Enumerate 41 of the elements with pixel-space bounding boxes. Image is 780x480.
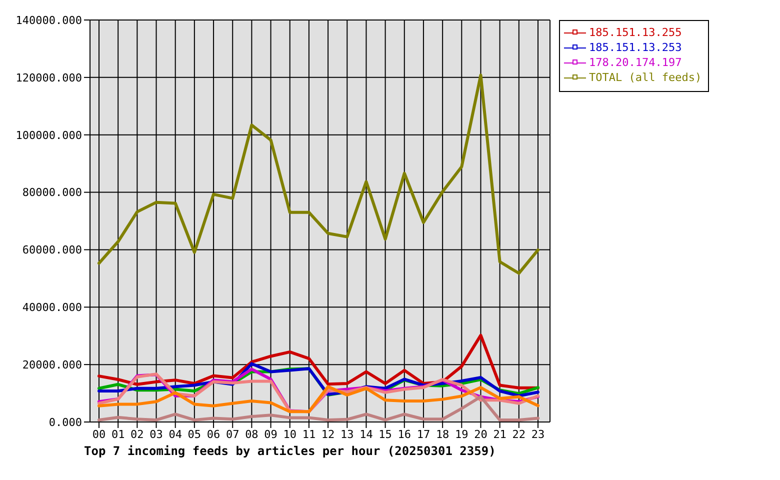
y-tick-label: 140000.000 [16,14,82,27]
y-tick-label: 120000.000 [16,71,82,84]
x-tick-label: 00 [92,428,106,441]
y-tick-label: 80000.000 [22,186,82,200]
x-tick-label: 03 [150,428,163,441]
x-tick-label: 12 [321,428,335,441]
x-tick-label: 13 [340,428,354,441]
x-tick-label: 01 [111,428,125,441]
y-tick-label: 100000.000 [16,128,82,142]
x-tick-label: 18 [436,428,450,441]
x-tick-label: 07 [226,428,240,441]
x-tick-label: 22 [512,428,526,441]
x-tick-label: 11 [302,428,316,441]
x-tick-label: 04 [168,428,182,441]
line-series [98,334,540,390]
y-tick-label: 0.000 [48,416,82,429]
x-tick-label: 20 [474,428,488,441]
y-tick-label: 20000.000 [22,358,82,372]
line-series [98,385,540,414]
legend-label: 178.20.174.197 [588,55,683,70]
x-tick-label: 16 [398,428,412,441]
x-tick-label: 02 [130,428,144,441]
x-tick-label: 19 [455,428,468,441]
x-tick-label: 23 [531,428,545,441]
x-tick-label: 21 [493,428,506,441]
x-tick-label: 05 [188,428,202,441]
line-series [98,395,540,422]
line-series [98,74,540,275]
text: Top 7 incoming feeds by articles per hour (20250301 2359) [84,444,496,458]
x-tick-label: 10 [283,428,296,441]
x-tick-label: 14 [360,428,374,441]
x-tick-label: 08 [245,428,258,441]
y-tick-label: 60000.000 [22,244,82,257]
legend-label: TOTAL (all feeds) [588,70,702,85]
x-tick-label: 09 [264,428,278,441]
y-tick-label: 40000.000 [22,301,82,314]
x-tick-label: 15 [378,428,392,441]
legend-label: 185.151.13.253 [588,40,683,55]
x-tick-label: 17 [416,428,430,441]
x-tick-label: 06 [206,428,220,441]
legend-label: 185.151.13.255 [588,25,683,40]
